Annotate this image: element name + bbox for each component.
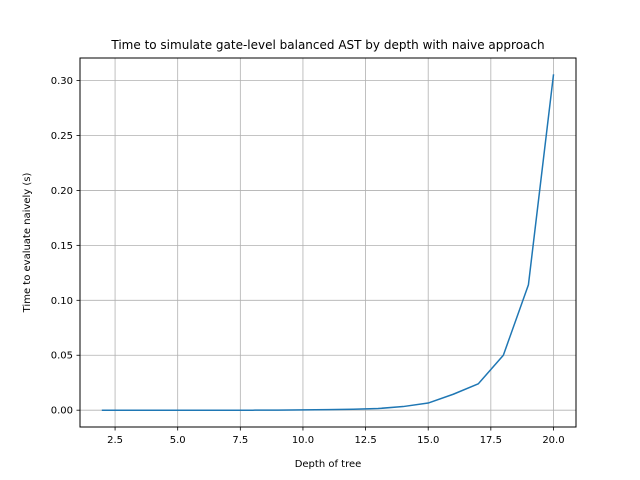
y-tick-label: 0.30 [51,76,73,87]
x-tick-label: 2.5 [107,435,123,446]
y-tick-label: 0.15 [51,241,73,252]
x-tick-label: 17.5 [480,435,502,446]
x-tick-label: 10.0 [292,435,314,446]
y-tick-label: 0.00 [51,406,73,417]
x-tick-label: 20.0 [542,435,564,446]
x-axis-label: Depth of tree [295,459,362,470]
x-tick-label: 5.0 [170,435,186,446]
y-tick-label: 0.10 [51,296,73,307]
y-tick-label: 0.05 [51,351,73,362]
y-tick-label: 0.25 [51,131,73,142]
chart-title: Time to simulate gate-level balanced AST… [110,38,544,52]
plot-frame [79,57,577,428]
series-layer [101,74,555,411]
y-axis-label: Time to evaluate naively (s) [22,173,33,314]
x-tick-label: 7.5 [232,435,248,446]
series-line [101,74,555,411]
x-tick-label: 12.5 [354,435,376,446]
y-tick-label: 0.20 [51,186,73,197]
x-tick-label: 15.0 [417,435,439,446]
x-axis: 2.5 5.0 7.5 10.0 12.5 15.0 17.5 20.0 [107,427,565,446]
y-axis: 0.00 0.05 0.10 0.15 0.20 0.25 0.30 [51,76,80,417]
grid-layer [80,58,576,427]
